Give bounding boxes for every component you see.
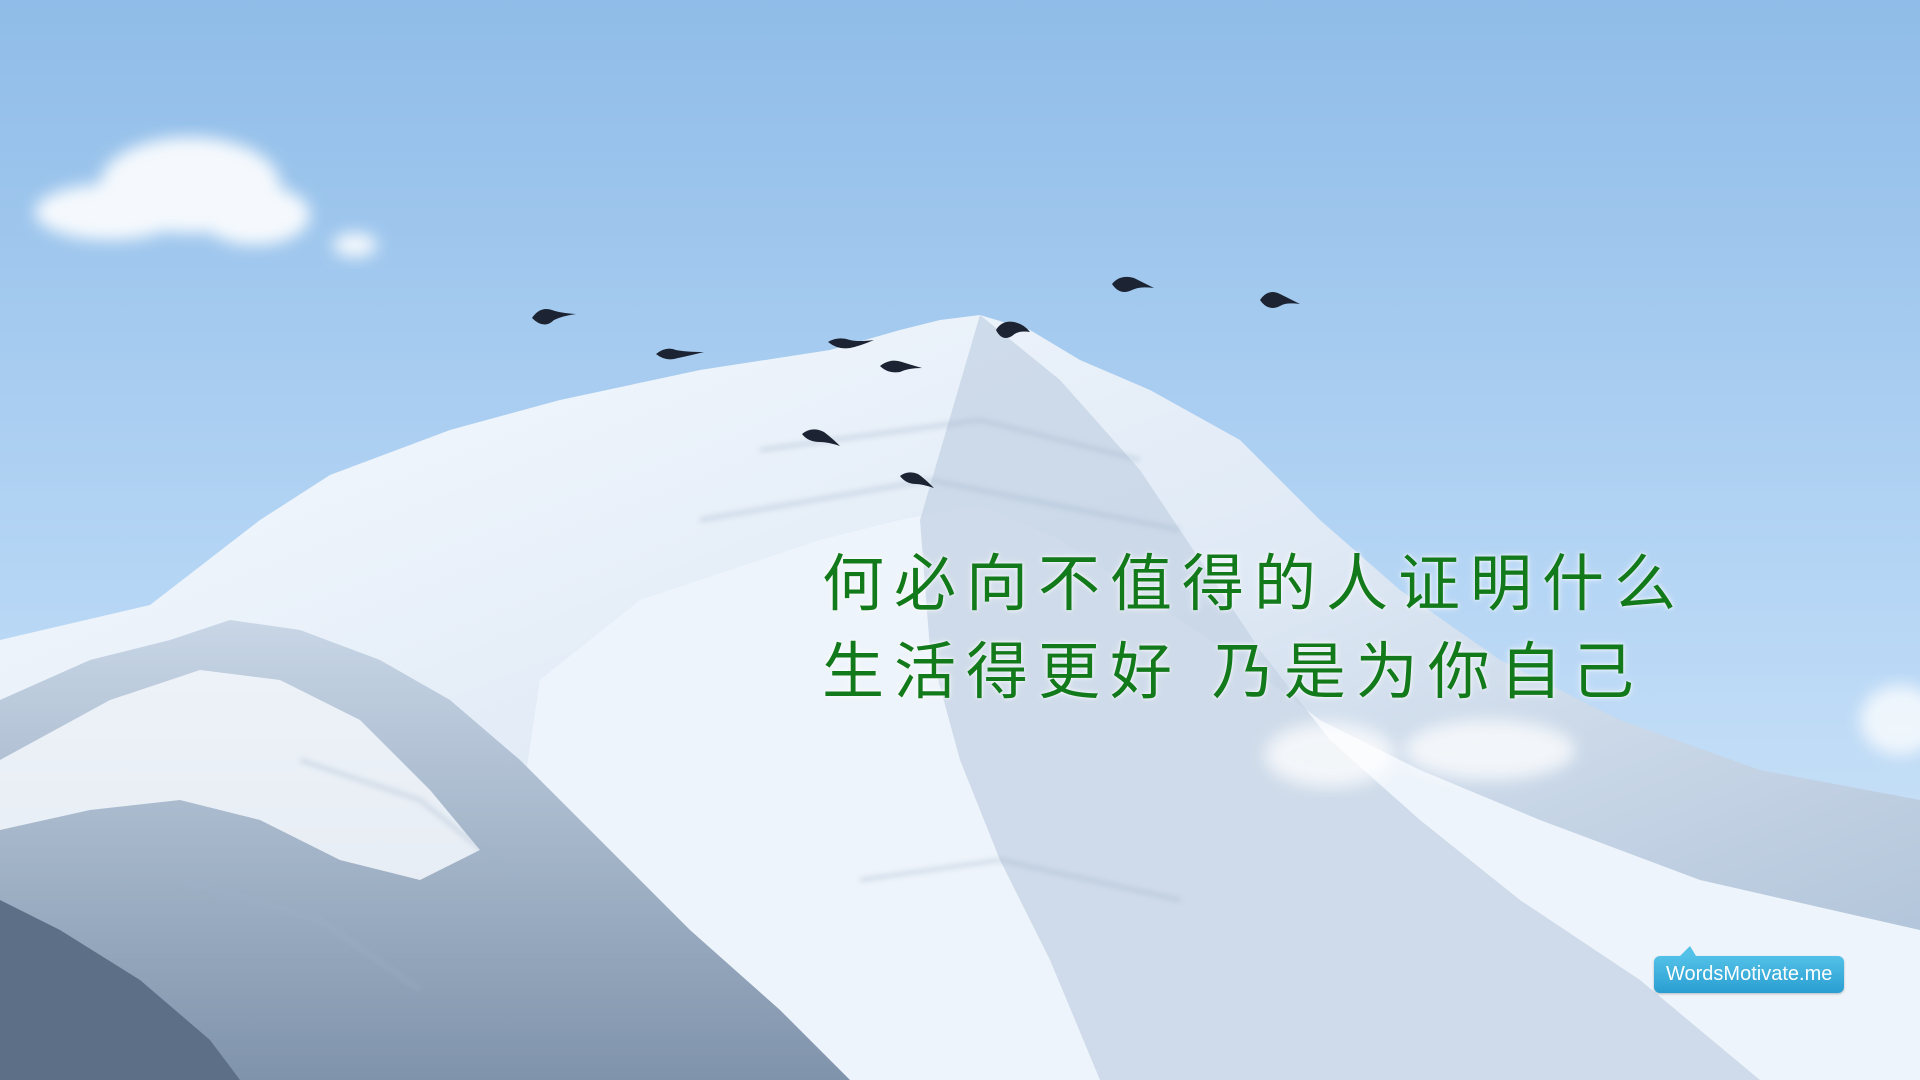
quote-text: 何必向不值得的人证明什么 生活得更好 乃是为你自己 xyxy=(822,540,1902,716)
mist-clouds xyxy=(1265,685,1920,787)
dark-ridge xyxy=(0,900,240,1080)
quote-line-2: 生活得更好 乃是为你自己 xyxy=(822,635,1644,708)
rock-striations xyxy=(179,418,1181,992)
bird-icon xyxy=(532,309,576,325)
bird-icon xyxy=(900,472,934,488)
cloud-top-left xyxy=(35,137,377,257)
badge-label: WordsMotivate.me xyxy=(1666,963,1833,985)
speech-bubble-tail-icon xyxy=(1680,946,1696,956)
foreground-snow xyxy=(0,670,480,880)
bird-icon xyxy=(828,338,874,349)
bird-icon xyxy=(1260,292,1300,308)
bird-icon xyxy=(802,429,840,446)
bird-icon xyxy=(996,321,1030,338)
birds xyxy=(532,276,1300,488)
wordsmotivate-badge[interactable]: WordsMotivate.me xyxy=(1654,946,1845,993)
bird-icon xyxy=(1112,276,1154,292)
quote-line-1: 何必向不值得的人证明什么 xyxy=(822,547,1687,620)
bird-icon xyxy=(880,360,922,373)
bird-icon xyxy=(656,348,704,360)
